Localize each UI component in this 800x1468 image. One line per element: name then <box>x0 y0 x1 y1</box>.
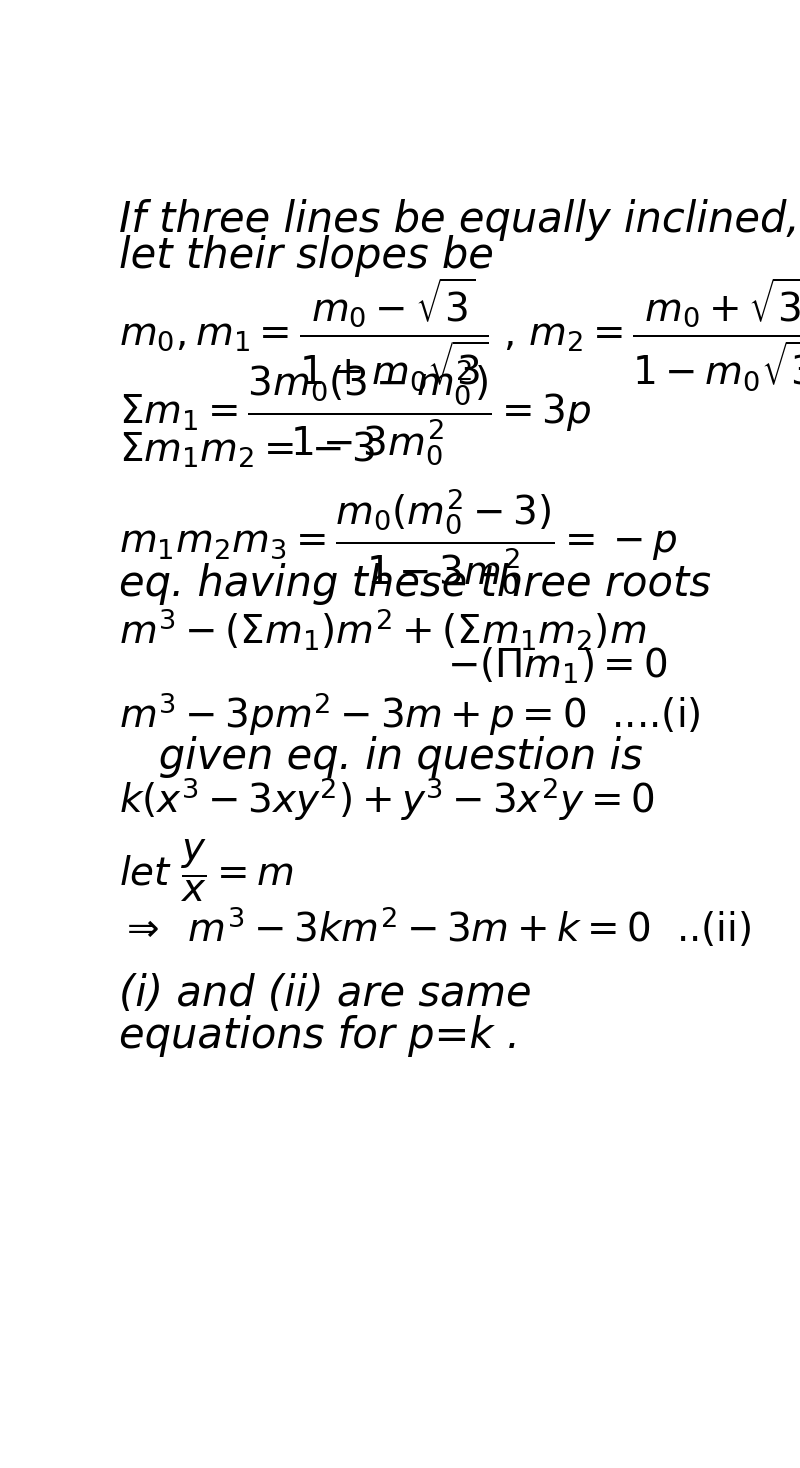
Text: let their slopes be: let their slopes be <box>118 235 494 277</box>
Text: $m_0,m_1= \dfrac{m_0-\sqrt{3}}{1+m_0\sqrt{3}}$ , $m_2=\dfrac{m_0+\sqrt{3}}{1-m_0: $m_0,m_1= \dfrac{m_0-\sqrt{3}}{1+m_0\sqr… <box>118 276 800 393</box>
Text: $m_1 m_2 m_3= \dfrac{m_0(m_0^2-3)}{1-3m_0^2} =-p$: $m_1 m_2 m_3= \dfrac{m_0(m_0^2-3)}{1-3m_… <box>118 486 678 596</box>
Text: given eq. in question is: given eq. in question is <box>118 735 642 778</box>
Text: $\Sigma m_1 = \dfrac{3m_0(3-m_0^2)}{1-3m_0^2} = 3p$: $\Sigma m_1 = \dfrac{3m_0(3-m_0^2)}{1-3m… <box>118 357 591 467</box>
Text: $k(x^3-3xy^2)+y^3-3x^2y=0$: $k(x^3-3xy^2)+y^3-3x^2y=0$ <box>118 775 654 824</box>
Text: eq. having these three roots: eq. having these three roots <box>118 562 710 605</box>
Text: (i) and (ii) are same: (i) and (ii) are same <box>118 973 531 1014</box>
Text: $m^3-3pm^2-3m+p=0$  ....(i): $m^3-3pm^2-3m+p=0$ ....(i) <box>118 690 700 738</box>
Text: $\Rightarrow\;\; m^3-3km^2-3m+k=0$  ..(ii): $\Rightarrow\;\; m^3-3km^2-3m+k=0$ ..(ii… <box>118 906 751 950</box>
Text: let $\dfrac{y}{x}=m$: let $\dfrac{y}{x}=m$ <box>118 837 294 904</box>
Text: $-(\Pi m_1)=0$: $-(\Pi m_1)=0$ <box>447 646 667 686</box>
Text: If three lines be equally inclined,: If three lines be equally inclined, <box>118 198 799 241</box>
Text: $\Sigma m_1 m_2= -3$: $\Sigma m_1 m_2= -3$ <box>118 429 374 470</box>
Text: $m^3-(\Sigma m_1)m^2+(\Sigma m_1 m_2)m$: $m^3-(\Sigma m_1)m^2+(\Sigma m_1 m_2)m$ <box>118 606 646 652</box>
Text: equations for p=k .: equations for p=k . <box>118 1014 520 1057</box>
